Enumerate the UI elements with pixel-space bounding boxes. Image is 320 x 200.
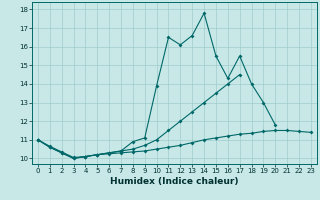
X-axis label: Humidex (Indice chaleur): Humidex (Indice chaleur) [110,177,239,186]
